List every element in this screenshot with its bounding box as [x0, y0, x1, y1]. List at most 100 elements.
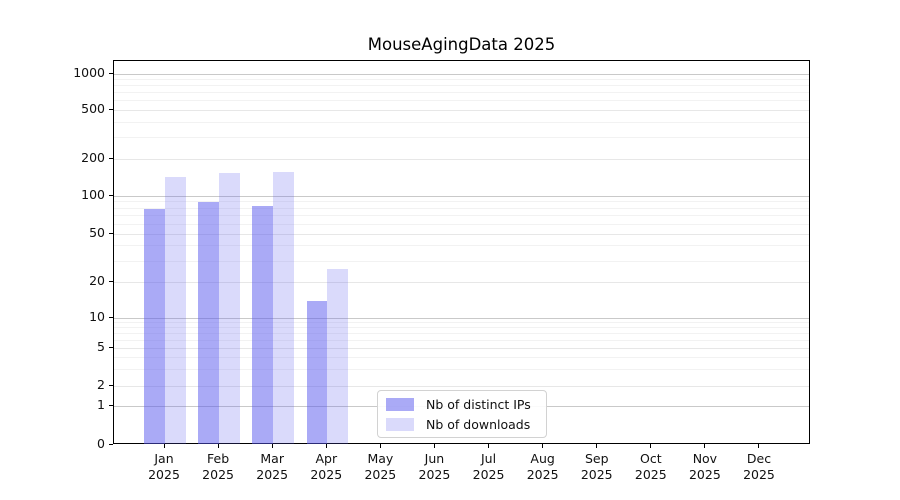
- x-tick-label: Apr 2025: [294, 451, 358, 482]
- y-tick-label: 2: [97, 377, 105, 393]
- y-tick-label: 50: [89, 225, 105, 241]
- y-axis-tick: [109, 316, 113, 318]
- x-tick-label: Feb 2025: [186, 451, 250, 482]
- gridline-minor: [114, 85, 809, 87]
- gridline-minor: [114, 201, 809, 203]
- x-tick-label-year: 2025: [202, 466, 234, 482]
- x-tick-label: Jul 2025: [457, 451, 521, 482]
- x-tick-label: Dec 2025: [727, 451, 791, 482]
- plot-area: [113, 60, 810, 444]
- x-axis-tick: [488, 444, 490, 448]
- gridline-minor: [114, 260, 809, 262]
- x-tick-label-year: 2025: [472, 466, 505, 482]
- x-tick-label-year: 2025: [526, 466, 559, 482]
- x-tick-label: Nov 2025: [673, 451, 737, 482]
- x-tick-label: May 2025: [348, 451, 412, 482]
- legend-box: Nb of distinct IPs Nb of downloads: [377, 390, 547, 438]
- x-axis-tick: [758, 444, 760, 448]
- bar-downloads-feb-2025: [219, 173, 240, 444]
- x-tick-label-month: Nov: [692, 451, 718, 466]
- gridline-minor: [114, 327, 809, 329]
- x-axis-tick: [379, 444, 381, 448]
- x-tick-label-month: Feb: [207, 451, 230, 466]
- gridline-minor: [114, 357, 809, 359]
- gridline-major: [114, 317, 809, 319]
- y-axis-tick: [109, 346, 113, 348]
- y-axis-tick: [109, 443, 113, 445]
- x-axis-tick: [596, 444, 598, 448]
- x-axis-tick: [704, 444, 706, 448]
- x-tick-label-month: Sep: [584, 451, 609, 466]
- y-axis-tick: [109, 384, 113, 386]
- x-axis-tick: [271, 444, 273, 448]
- x-tick-label: Jan 2025: [132, 451, 196, 482]
- x-tick-label: Oct 2025: [619, 451, 683, 482]
- y-axis-tick: [109, 280, 113, 282]
- gridline: [114, 158, 809, 160]
- gridline-minor: [114, 223, 809, 225]
- gridline-minor: [114, 215, 809, 217]
- gridline: [114, 347, 809, 349]
- gridline-minor: [114, 78, 809, 80]
- x-tick-label: Jun 2025: [402, 451, 466, 482]
- x-tick-label-month: Mar: [260, 451, 284, 466]
- y-axis-tick: [109, 108, 113, 110]
- y-axis-tick: [109, 232, 113, 234]
- legend-item: Nb of downloads: [378, 414, 546, 434]
- gridline: [114, 109, 809, 111]
- x-axis-tick: [650, 444, 652, 448]
- bar-downloads-mar-2025: [273, 171, 294, 444]
- x-tick-label-year: 2025: [364, 466, 397, 482]
- x-axis-tick: [542, 444, 544, 448]
- bar-downloads-jan-2025: [165, 177, 186, 444]
- gridline-minor: [114, 322, 809, 324]
- x-tick-label-month: Apr: [315, 451, 338, 466]
- bar-distinct-ips-feb-2025: [198, 201, 220, 444]
- x-tick-label-month: Jul: [480, 451, 497, 466]
- x-tick-label-year: 2025: [418, 466, 451, 482]
- y-tick-label: 200: [81, 150, 105, 166]
- legend-item: Nb of distinct IPs: [378, 394, 546, 414]
- gridline-minor: [114, 100, 809, 102]
- x-tick-label-month: Jan: [154, 451, 174, 466]
- x-tick-label-month: Jun: [424, 451, 445, 466]
- y-axis-tick: [109, 157, 113, 159]
- y-tick-label: 100: [81, 187, 105, 203]
- gridline: [114, 233, 809, 235]
- x-tick-label-year: 2025: [688, 466, 721, 482]
- x-tick-label-month: Dec: [746, 451, 772, 466]
- gridline-minor: [114, 369, 809, 371]
- y-tick-label: 5: [97, 339, 105, 355]
- gridline-minor: [114, 92, 809, 94]
- gridline-minor: [114, 121, 809, 123]
- x-tick-label-year: 2025: [256, 466, 289, 482]
- bar-distinct-ips-jan-2025: [144, 209, 165, 444]
- gridline-minor: [114, 136, 809, 138]
- bar-downloads-apr-2025: [327, 268, 348, 444]
- y-tick-label: 1000: [73, 65, 105, 81]
- x-tick-label: Sep 2025: [565, 451, 629, 482]
- gridline: [114, 385, 809, 387]
- bar-distinct-ips-mar-2025: [252, 206, 274, 444]
- gridline-minor: [114, 333, 809, 335]
- gridline-minor: [114, 339, 809, 341]
- x-tick-label-year: 2025: [743, 466, 775, 482]
- gridline-major: [114, 73, 809, 75]
- gridline-minor: [114, 207, 809, 209]
- y-tick-label: 20: [89, 273, 105, 289]
- y-tick-label: 1: [97, 397, 105, 413]
- gridline-major: [114, 195, 809, 197]
- x-tick-label-month: Oct: [639, 451, 662, 466]
- x-axis-tick: [433, 444, 435, 448]
- x-axis-tick: [163, 444, 165, 448]
- chart-title: MouseAgingData 2025: [367, 35, 556, 54]
- y-axis-tick: [109, 194, 113, 196]
- legend-label: Nb of downloads: [426, 416, 531, 432]
- y-axis-tick: [109, 404, 113, 406]
- y-tick-label: 0: [97, 436, 105, 451]
- legend-swatch-downloads: [386, 417, 414, 431]
- gridline: [114, 281, 809, 283]
- x-tick-label-year: 2025: [310, 466, 343, 482]
- x-tick-label-year: 2025: [148, 466, 180, 482]
- x-tick-label-year: 2025: [634, 466, 667, 482]
